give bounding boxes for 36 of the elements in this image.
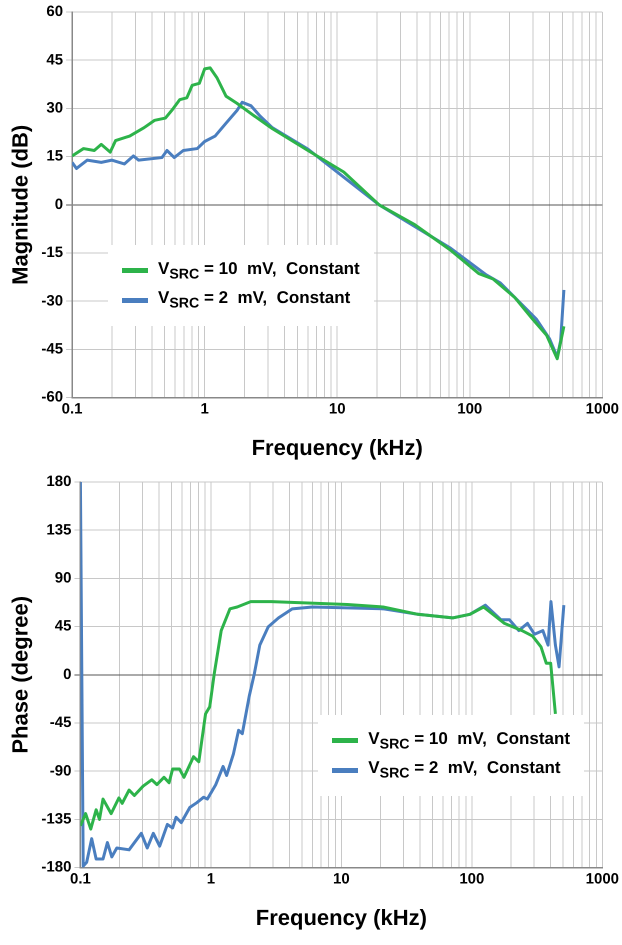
- x-tick-label: 1000: [586, 870, 620, 888]
- x-tick-label: 1: [200, 400, 209, 418]
- y-tick-label: 0: [63, 666, 72, 683]
- x-tick-label: 1000: [586, 400, 620, 418]
- x-tick-label: 100: [459, 870, 484, 888]
- y-tick-label: 135: [46, 521, 72, 538]
- y-tick-label: -90: [50, 762, 72, 780]
- y-tick-label: -135: [41, 810, 72, 828]
- y-tick-label: -45: [41, 340, 64, 358]
- legend-label: V$_{SRC}$ = 10 mV, Constant: [158, 259, 360, 282]
- y-tick-label: 90: [54, 570, 72, 587]
- y-tick-label: -30: [41, 292, 64, 310]
- y-tick-label: -15: [41, 244, 64, 262]
- y-tick-label: 45: [54, 618, 72, 635]
- y-tick-label: 30: [46, 100, 64, 117]
- legend-label: V$_{SRC}$ = 2 mV, Constant: [158, 288, 350, 312]
- legend-label: V$_{SRC}$ = 10 mV, Constant: [368, 729, 570, 752]
- x-tick-label: 100: [457, 400, 482, 418]
- x-axis-title: Frequency (kHz): [256, 904, 427, 930]
- y-tick-label: 15: [46, 148, 64, 165]
- y-axis-title: Magnitude (dB): [7, 124, 32, 285]
- x-tick-label: 10: [328, 400, 346, 418]
- x-tick-label: 10: [333, 870, 350, 888]
- y-tick-label: -60: [41, 388, 64, 406]
- y-tick-label: 60: [46, 3, 64, 20]
- y-tick-label: 0: [54, 196, 64, 213]
- x-axis-title: Frequency (kHz): [252, 434, 423, 460]
- legend-label: V$_{SRC}$ = 2 mV, Constant: [368, 758, 561, 782]
- x-tick-label: 0.1: [62, 400, 83, 418]
- y-tick-label: 45: [46, 51, 64, 68]
- y-tick-label: -180: [41, 858, 72, 876]
- y-tick-label: -45: [50, 714, 72, 732]
- x-tick-label: 1: [206, 870, 216, 888]
- y-tick-label: 180: [46, 473, 72, 490]
- x-tick-label: 0.1: [70, 870, 91, 888]
- y-axis-title: Phase (degree): [7, 596, 32, 754]
